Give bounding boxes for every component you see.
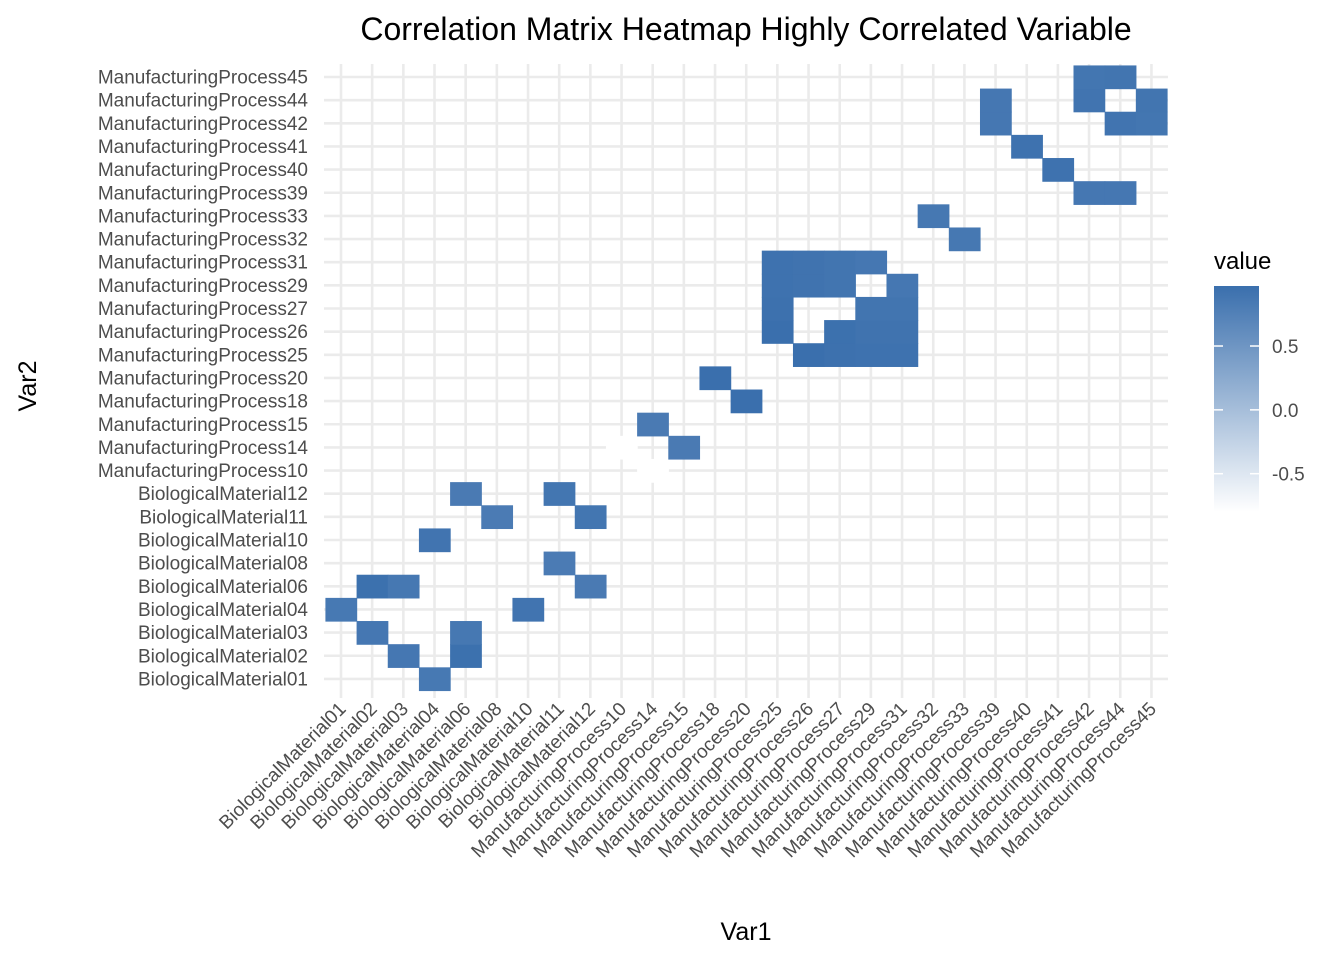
heatmap-cell	[824, 273, 856, 298]
y-tick-label: BiologicalMaterial10	[138, 531, 308, 552]
heatmap-cell	[886, 273, 919, 298]
legend-title: value	[1214, 248, 1271, 275]
heatmap-cell	[637, 458, 669, 483]
y-tick-label: ManufacturingProcess40	[98, 160, 308, 181]
heatmap-cell	[325, 597, 358, 622]
heatmap-cell	[574, 574, 607, 599]
y-tick-label: ManufacturingProcess32	[98, 230, 308, 251]
heatmap-cell	[1073, 181, 1106, 205]
y-tick-label: BiologicalMaterial11	[139, 507, 308, 528]
heatmap-cell	[1104, 181, 1137, 205]
heatmap-cell	[450, 644, 482, 668]
y-tick-label: ManufacturingProcess42	[98, 114, 308, 135]
legend-tick-label: -0.5	[1272, 465, 1305, 486]
y-tick-label: BiologicalMaterial01	[138, 669, 308, 690]
heatmap-cell	[824, 250, 856, 275]
y-tick-label: BiologicalMaterial02	[138, 646, 308, 667]
heatmap-cell	[761, 320, 794, 344]
y-tick-label: ManufacturingProcess10	[98, 461, 308, 482]
heatmap-cell	[792, 343, 825, 367]
heatmap-cell	[356, 621, 389, 645]
legend-tick-label: 0.5	[1272, 337, 1298, 358]
heatmap-cell	[855, 250, 888, 275]
heatmap-cell	[886, 296, 919, 321]
y-tick-label: ManufacturingProcess44	[98, 91, 309, 112]
y-tick-label: BiologicalMaterial03	[138, 623, 308, 644]
heatmap-cell	[761, 273, 794, 298]
heatmap-cell	[730, 389, 763, 414]
x-axis-title: Var1	[721, 918, 772, 946]
heatmap-cell	[979, 111, 1012, 136]
heatmap-cell	[699, 366, 732, 391]
color-legend: value 0.5 0.0 -0.5	[1214, 248, 1305, 512]
y-tick-label: BiologicalMaterial08	[138, 554, 308, 575]
y-tick-label: ManufacturingProcess41	[98, 137, 308, 158]
heatmap-cell	[1135, 88, 1168, 113]
heatmap-cell	[855, 320, 888, 344]
heatmap-cell	[637, 412, 669, 437]
heatmap-cell	[418, 667, 451, 692]
legend-color-bar	[1214, 286, 1259, 512]
heatmap-cell	[1073, 88, 1106, 113]
legend-ticks: 0.5 0.0 -0.5	[1214, 337, 1305, 486]
y-tick-label: BiologicalMaterial12	[138, 484, 308, 505]
heatmap-cell	[450, 621, 482, 645]
heatmap-cell	[886, 320, 919, 344]
heatmap-cell	[761, 296, 794, 321]
heatmap-cell	[1135, 111, 1168, 136]
heatmap-cell	[792, 273, 825, 298]
heatmap-cell	[387, 644, 420, 668]
heatmap-cell	[1011, 134, 1043, 159]
heatmap-cell	[574, 505, 607, 530]
y-tick-label: ManufacturingProcess18	[98, 392, 308, 413]
y-tick-label: ManufacturingProcess45	[98, 68, 308, 89]
y-axis-tick-labels: BiologicalMaterial01BiologicalMaterial02…	[98, 68, 309, 691]
y-tick-label: ManufacturingProcess29	[98, 276, 308, 297]
heatmap-cell	[512, 597, 545, 622]
legend-tick-label: 0.0	[1272, 401, 1298, 422]
y-tick-label: ManufacturingProcess26	[98, 322, 308, 343]
heatmap-cell	[668, 435, 701, 460]
heatmap-cell	[543, 482, 576, 506]
heatmap-cell	[1073, 65, 1106, 90]
heatmap-cell	[824, 320, 856, 344]
heatmap-cell	[605, 435, 638, 460]
heatmap-cell	[948, 227, 981, 252]
heatmap-cell	[917, 204, 950, 229]
heatmap-cell	[1042, 158, 1075, 182]
heatmap-cell	[855, 343, 888, 367]
heatmap-cell	[481, 505, 514, 530]
y-axis-title: Var2	[14, 361, 42, 412]
y-tick-label: ManufacturingProcess31	[98, 253, 308, 274]
heatmap-cell	[824, 343, 856, 367]
y-tick-label: ManufacturingProcess33	[98, 206, 308, 227]
y-tick-label: BiologicalMaterial04	[138, 600, 308, 621]
chart-title: Correlation Matrix Heatmap Highly Correl…	[360, 11, 1131, 47]
heatmap-cell	[855, 296, 888, 321]
heatmap-cell	[792, 250, 825, 275]
x-axis-tick-labels: BiologicalMaterial01BiologicalMaterial02…	[215, 698, 1161, 862]
y-tick-label: ManufacturingProcess15	[98, 415, 308, 436]
y-tick-label: ManufacturingProcess14	[98, 438, 309, 459]
heatmap-cell	[356, 574, 389, 599]
y-tick-label: BiologicalMaterial06	[138, 577, 308, 598]
y-tick-label: ManufacturingProcess27	[98, 299, 308, 320]
heatmap-cell	[1104, 65, 1137, 90]
heatmap-cell	[979, 88, 1012, 113]
y-tick-label: ManufacturingProcess39	[98, 183, 308, 204]
y-tick-label: ManufacturingProcess25	[98, 345, 308, 366]
heatmap-cell	[418, 528, 451, 553]
heatmap-cell	[1104, 111, 1137, 136]
heatmap-cell	[543, 551, 576, 576]
heatmap-cell	[761, 250, 794, 275]
heatmap-cell	[886, 343, 919, 367]
heatmap-cell	[387, 574, 420, 599]
heatmap-cells	[325, 65, 1168, 692]
y-tick-label: ManufacturingProcess20	[98, 368, 308, 389]
heatmap-cell	[450, 482, 482, 506]
grid	[324, 64, 1168, 698]
